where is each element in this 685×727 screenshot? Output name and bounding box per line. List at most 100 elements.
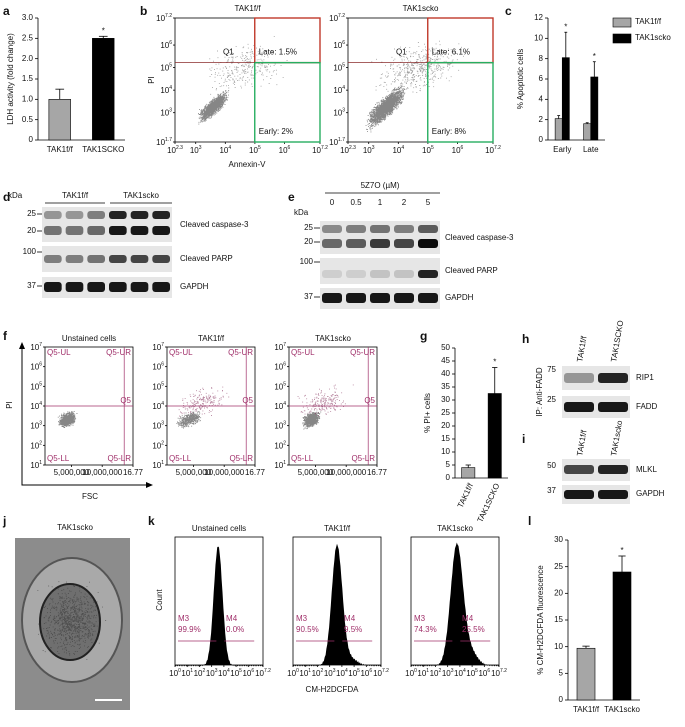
tick-exponent: 3: [199, 145, 202, 151]
dot-cloud: [297, 384, 354, 416]
y-tick-label: 2.0: [22, 54, 34, 63]
blot-band: [598, 373, 628, 383]
significance-mark: *: [620, 546, 623, 555]
y-tick-label: 105: [152, 382, 164, 392]
dot-cloud: [302, 411, 322, 430]
tick-base: 10: [30, 461, 39, 470]
blot-band: [394, 239, 414, 248]
tick-exponent: 6: [342, 40, 345, 46]
tick-exponent: 2.3: [176, 145, 183, 151]
blot-band: [152, 282, 170, 292]
lane-label: TAK1f/f: [575, 429, 589, 457]
marker-label: 25: [547, 395, 556, 404]
image-title: TAK1scko: [57, 523, 93, 532]
y-tick-label: 30: [554, 535, 563, 544]
blot-band: [65, 226, 84, 235]
plot-title: TAK1f/f: [234, 4, 261, 13]
tick-exponent: 4: [401, 145, 404, 151]
band-label: MLKL: [636, 465, 657, 474]
y-tick-label: 1.5: [22, 74, 34, 83]
y-tick-label: 2: [539, 115, 544, 124]
blot-band: [598, 465, 628, 474]
y-tick-label: 106: [152, 362, 164, 372]
marker-label: 20: [304, 237, 313, 246]
tick-exponent: 5: [475, 668, 478, 674]
tick-base: 10: [333, 64, 342, 73]
legend-label: TAK1scko: [635, 33, 671, 42]
y-tick-label: 102: [30, 441, 42, 451]
blot-band: [564, 373, 594, 383]
y-tick-label: 4: [539, 94, 544, 103]
blot-band: [370, 270, 390, 278]
x-tick-label: 100: [405, 668, 417, 678]
x-tick-label: 107.2: [491, 668, 507, 678]
blot-band: [87, 211, 105, 219]
lane-label: TAK1scko: [609, 419, 624, 456]
y-tick-label: 107: [30, 342, 42, 352]
gate-label: Q5-LR: [107, 454, 131, 463]
tick-base: 10: [152, 402, 161, 411]
legend-swatch: [612, 17, 632, 28]
x-tick-label: 106: [360, 668, 372, 678]
x-tick-label: 103: [363, 145, 375, 155]
tick-exponent: 2.3: [349, 145, 356, 151]
tick-base: 10: [274, 461, 283, 470]
y-tick-label: 103: [160, 108, 172, 118]
tick-base: 10: [430, 669, 439, 678]
tick-exponent: 7: [283, 342, 286, 348]
tick-base: 10: [160, 86, 169, 95]
tick-base: 10: [30, 343, 39, 352]
blot-band: [65, 282, 84, 292]
gate-label: Q5-LL: [47, 454, 70, 463]
marker-label: 50: [547, 461, 556, 470]
tick-exponent: 6: [283, 362, 286, 368]
tick-base: 10: [160, 41, 169, 50]
blot-band: [65, 255, 84, 263]
band-label: GAPDH: [636, 489, 665, 498]
tick-exponent: 6: [487, 668, 490, 674]
y-tick-label: 20: [441, 421, 450, 430]
blot-band: [418, 225, 438, 233]
dot-cloud: [365, 82, 408, 133]
gate-label: Q5: [120, 396, 131, 405]
early-gate: [254, 61, 321, 143]
tick-base: 10: [333, 41, 342, 50]
y-tick-label: 0: [446, 473, 451, 482]
y-tick-label: 107: [152, 342, 164, 352]
tick-exponent: 7.2: [165, 13, 172, 19]
y-tick-label: 0.5: [22, 115, 34, 124]
blot-band: [346, 225, 366, 233]
blot-band: [152, 211, 170, 219]
y-tick-label: 50: [441, 343, 450, 352]
tick-exponent: 0: [296, 668, 299, 674]
tick-base: 10: [299, 669, 308, 678]
panel-letter: a: [3, 4, 10, 18]
y-tick-label: 104: [160, 85, 172, 95]
y-tick-label: 102: [274, 441, 286, 451]
y-tick-label: 106: [274, 362, 286, 372]
histogram: [411, 542, 499, 667]
x-tick-label: 10,000,000: [204, 468, 245, 477]
lane-label: 0.5: [350, 198, 362, 207]
y-tick-label: 101: [30, 460, 42, 470]
tick-exponent: 7: [161, 342, 164, 348]
tick-base: 10: [152, 363, 161, 372]
x-tick-label: 16.77: [367, 468, 388, 477]
y-tick-label: 103: [274, 421, 286, 431]
x-tick-label: 102: [312, 668, 324, 678]
y-tick-label: 6: [539, 74, 544, 83]
gate-label: Q5: [364, 396, 375, 405]
y-axis-label: PI: [147, 76, 156, 84]
lane-label: 0: [330, 198, 335, 207]
tick-exponent: 7.2: [500, 668, 507, 674]
x-tick-label: TAK1SCKO: [82, 145, 124, 154]
y-axis-label: % PI+ cells: [423, 393, 432, 433]
blot-band: [130, 211, 149, 219]
blot-band: [370, 225, 390, 233]
tick-base: 10: [30, 363, 39, 372]
tick-base: 10: [156, 14, 165, 23]
unit-label: kDa: [294, 208, 309, 217]
x-tick-label: 103: [190, 145, 202, 155]
y-tick-label: 5: [559, 668, 564, 677]
x-axis-label: CM-H2DCFDA: [306, 685, 360, 694]
